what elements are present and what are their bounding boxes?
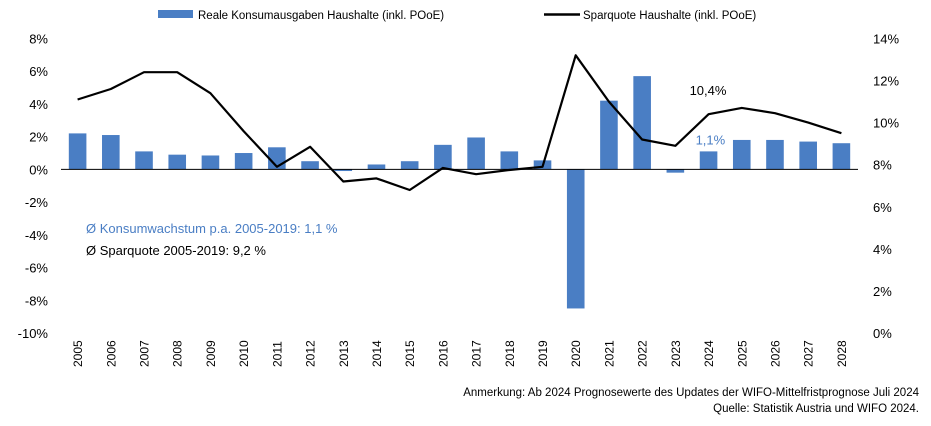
left-tick-label: -8% [25,293,49,308]
bar-2018 [500,151,519,170]
x-axis: 2005 2006 2007 2008 2009 2010 2011 2012 2013 2014… [71,340,849,367]
x-tick-label: 2017 [470,340,484,367]
data-label-sparquote-2024: 10,4% [690,83,727,98]
x-tick-label: 2022 [636,340,650,367]
bar-series [68,76,851,309]
right-tick-label: 2% [873,284,892,299]
left-tick-label: 8% [29,32,48,47]
right-tick-label: 0% [873,326,892,341]
left-axis: 8% 6% 4% 2% 0% -2% -4% -6% -8% -10% [18,32,49,342]
x-tick-label: 2019 [536,340,550,367]
legend-swatch-bar [158,10,193,18]
data-label-konsum-2024: 1,1% [696,132,726,147]
source-note: Quelle: Statistik Austria und WIFO 2024. [713,403,919,415]
x-tick-label: 2013 [337,340,351,367]
line-series [77,54,842,192]
x-tick-label: 2016 [436,340,450,367]
left-tick-label: -10% [18,326,49,341]
bar-2028 [832,143,851,170]
legend: Reale Konsumausgaben Haushalte (inkl. PO… [158,10,756,22]
bar-2008 [168,154,187,170]
bar-2014 [367,164,386,170]
bar-2025 [732,139,751,170]
bar-2023 [666,169,685,173]
bar-2026 [766,139,784,170]
bar-2020 [566,169,585,309]
bar-2017 [467,137,485,170]
x-tick-label: 2027 [802,340,816,367]
annotation-avg-consumption: Ø Konsumwachstum p.a. 2005-2019: 1,1 % [86,221,338,236]
x-tick-label: 2005 [71,340,85,367]
x-tick-label: 2006 [104,340,118,367]
x-tick-label: 2008 [171,340,185,367]
right-tick-label: 8% [873,158,892,173]
x-tick-label: 2028 [835,340,849,367]
right-tick-label: 4% [873,242,892,257]
bar-2007 [135,151,153,170]
x-tick-label: 2014 [370,340,384,367]
bar-2009 [201,155,220,170]
bar-2016 [434,144,452,170]
annotation-avg-savings: Ø Sparquote 2005-2019: 9,2 % [86,243,266,258]
right-axis: 14% 12% 10% 8% 6% 4% 2% 0% [873,32,899,342]
bar-2015 [400,161,419,170]
bar-2013 [334,169,353,172]
bar-2024 [699,151,718,170]
x-tick-label: 2015 [403,340,417,367]
bar-2022 [633,76,651,170]
x-tick-label: 2007 [138,340,152,367]
left-tick-label: -4% [25,228,49,243]
x-tick-label: 2012 [304,340,318,367]
bar-2021 [600,100,618,170]
x-tick-label: 2020 [569,340,583,367]
legend-label-line: Sparquote Haushalte (inkl. POoE) [583,10,756,22]
bar-2010 [234,153,253,170]
legend-label-bar: Reale Konsumausgaben Haushalte (inkl. PO… [198,10,444,22]
x-tick-label: 2024 [702,340,716,367]
bar-2012 [301,161,319,170]
right-tick-label: 12% [873,74,899,89]
left-tick-label: 2% [29,130,48,145]
left-tick-label: 0% [29,162,48,177]
x-tick-label: 2009 [204,340,218,367]
right-tick-label: 14% [873,32,899,47]
x-tick-label: 2023 [669,340,683,367]
bar-2006 [102,135,120,170]
bar-2005 [68,133,87,170]
bar-2027 [799,141,817,170]
left-tick-label: -6% [25,261,49,276]
left-tick-label: 4% [29,97,48,112]
x-tick-label: 2026 [768,340,782,367]
left-tick-label: 6% [29,64,48,79]
footnote: Anmerkung: Ab 2024 Prognosewerte des Upd… [463,387,919,399]
x-tick-label: 2025 [735,340,749,367]
right-tick-label: 6% [873,200,892,215]
x-tick-label: 2011 [270,341,284,367]
right-tick-label: 10% [873,116,899,131]
x-tick-label: 2010 [237,340,251,367]
x-tick-label: 2018 [503,340,517,367]
left-tick-label: -2% [25,195,49,210]
x-tick-label: 2021 [602,340,616,367]
